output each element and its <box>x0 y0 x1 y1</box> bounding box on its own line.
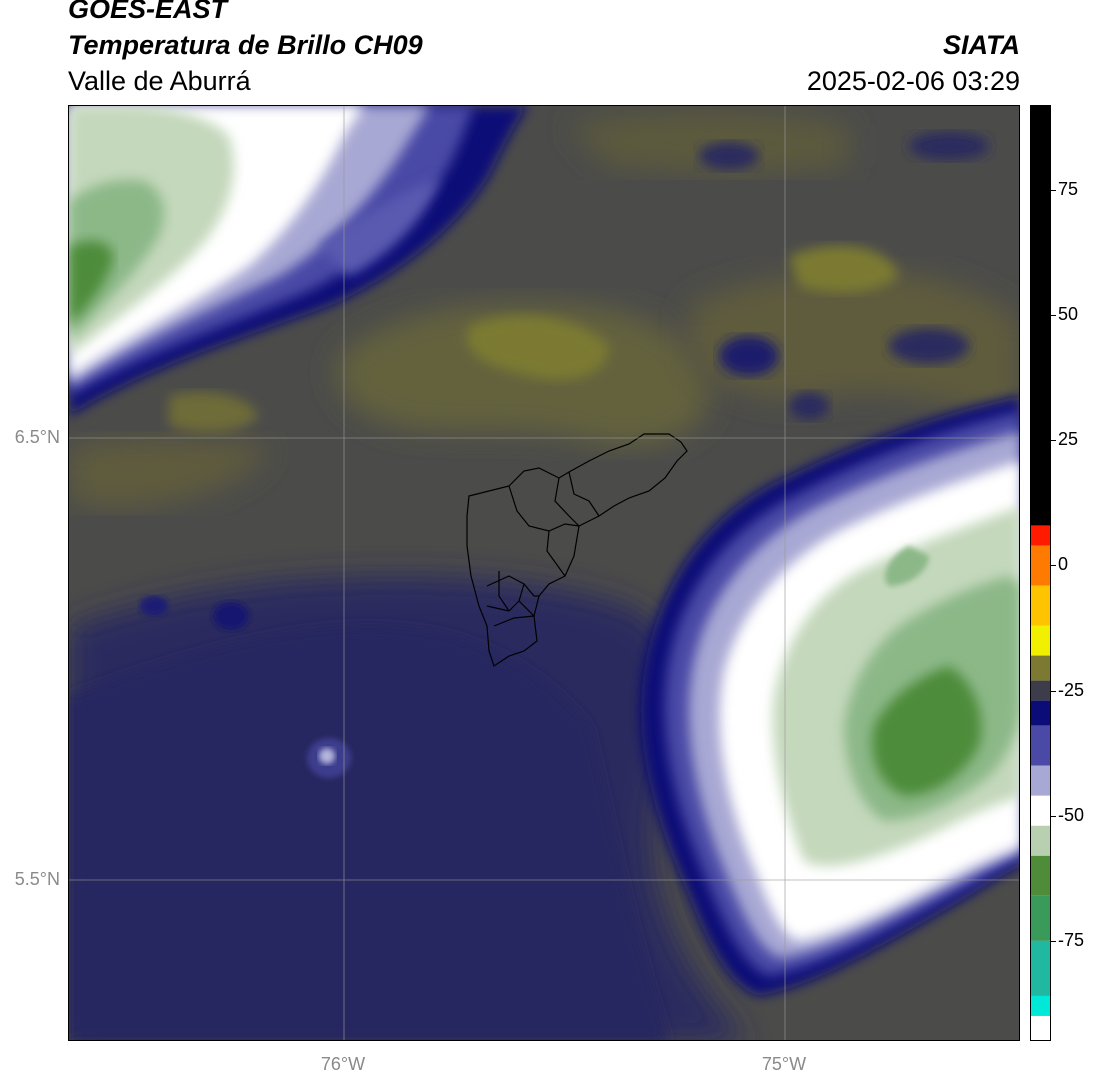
colorbar-segment-6 <box>1030 680 1051 701</box>
colorbar-segment-13 <box>1030 895 1051 941</box>
colorbar-tick-label: 50 <box>1058 304 1079 325</box>
colorbar-segment-4 <box>1030 625 1051 656</box>
colorbar-tick-mark <box>1051 690 1056 692</box>
colorbar-tick-mark <box>1051 440 1056 442</box>
colorbar-segment-1 <box>1030 525 1051 546</box>
lat-label-5-5n: 5.5°N <box>14 869 60 889</box>
colorbar-segment-0 <box>1030 105 1051 526</box>
colorbar-segment-8 <box>1030 725 1051 766</box>
colorbar-tick-mark <box>1051 565 1056 567</box>
colorbar-tick-mark <box>1051 940 1056 942</box>
brightness-temperature-map <box>69 106 1019 1040</box>
colorbar-segment-12 <box>1030 855 1051 896</box>
aburra-valley-municipality-boundaries <box>466 433 688 667</box>
graticule <box>69 106 1019 1040</box>
colorbar-segment-10 <box>1030 795 1051 826</box>
colorbar-segment-11 <box>1030 825 1051 856</box>
colorbar-tick-label: 25 <box>1058 429 1079 450</box>
colorbar-segment-15 <box>1030 995 1051 1016</box>
datetime-label: 2025-02-06 03:29 <box>806 66 1020 96</box>
colorbar-segment-16 <box>1030 1015 1051 1041</box>
colorbar-segment-14 <box>1030 940 1051 996</box>
colorbar-segment-7 <box>1030 700 1051 726</box>
colorbar-tick-label: -25 <box>1058 679 1085 700</box>
map-panel[interactable] <box>68 105 1020 1041</box>
colorbar-tick-mark <box>1051 815 1056 817</box>
colorbar-tick-mark <box>1051 315 1056 317</box>
colorbar-tick-label: 75 <box>1058 179 1079 200</box>
colorbar-segment-2 <box>1030 545 1051 586</box>
colorbar-segment-3 <box>1030 585 1051 626</box>
lat-label-6-5n: 6.5°N <box>14 427 60 447</box>
satellite-title: GOES-EAST <box>68 0 228 24</box>
region-title: Valle de Aburrá <box>68 66 251 96</box>
agency-label: SIATA <box>943 30 1020 60</box>
brightness-temperature-field <box>69 106 1019 1040</box>
colorbar-segment-5 <box>1030 655 1051 681</box>
lon-label-76w: 76°W <box>320 1054 366 1074</box>
lon-label-75w: 75°W <box>761 1054 807 1074</box>
colorbar-tick-label: 0 <box>1058 554 1069 575</box>
colorbar-tick-label: -50 <box>1058 804 1085 825</box>
colorbar-border <box>1030 105 1051 1041</box>
colorbar-tick-label: -75 <box>1058 929 1085 950</box>
colorbar <box>1030 105 1051 1041</box>
product-title: Temperatura de Brillo CH09 <box>68 30 423 60</box>
colorbar-segment-9 <box>1030 765 1051 796</box>
colorbar-scale <box>1030 105 1051 1041</box>
colorbar-tick-mark <box>1051 190 1056 192</box>
